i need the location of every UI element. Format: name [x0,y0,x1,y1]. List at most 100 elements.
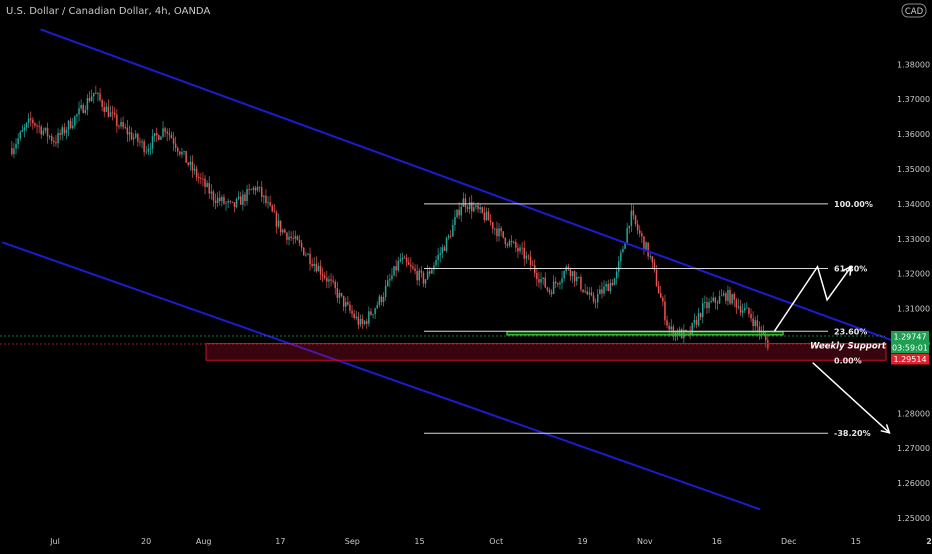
candle-body [69,120,72,129]
candle-body [529,256,532,266]
candle-body [662,297,664,302]
time-axis[interactable]: Jul20Aug17Sep15Oct19Nov16Dec15202118Feb [49,537,932,546]
candle-body [181,151,183,155]
candle-body [172,138,175,144]
candle-body [586,291,588,295]
candle-body [508,240,511,246]
candle-body [134,133,137,138]
candle-body [668,325,670,330]
candle-body [174,143,177,148]
candle-body [767,340,769,349]
candle-body [74,116,76,126]
arrows-layer [773,264,891,434]
price-tag [891,353,929,365]
candle-body [216,197,219,204]
candle-body [214,200,217,204]
candle-body [29,118,32,120]
weekly-support-label: Weekly Support [810,341,887,351]
candle-body [235,198,238,207]
candle-body [638,230,641,234]
currency-badge[interactable] [901,3,927,18]
candle-body [389,279,391,281]
candle-body [689,331,691,335]
candle-body [599,289,601,295]
fib-level-label: 100.00% [834,200,873,209]
candle-body [382,296,385,303]
fib-level-label: 0.00% [834,357,862,366]
candle-body [632,210,635,216]
candle-body [384,285,387,297]
candle-body [378,296,381,305]
candle-body [111,112,114,114]
candle-body [147,148,150,152]
x-tick-label: Oct [489,537,503,546]
candle-body [279,220,282,233]
candle-body [269,202,271,206]
candle-body [718,296,721,304]
candle-body [27,118,30,123]
candle-body [762,331,765,335]
price-tag [891,331,929,342]
channel-lines-layer [1,28,900,511]
price-axis[interactable]: 1.38000 1.37000 1.36000 1.35000 1.34000 1.330… [897,60,930,523]
candle-body [176,147,179,152]
candle-body [441,247,444,254]
price-tag-label: 03:59:01 [892,344,928,353]
candle-body [588,292,591,295]
candle-body [521,247,523,249]
x-tick-label: 16 [712,537,722,546]
candle-body [25,122,28,128]
x-tick-label: Nov [637,537,653,546]
candle-body [155,133,158,136]
candle-body [242,194,244,205]
candle-body [126,127,129,135]
candle-body [500,228,502,232]
candle-body [254,187,257,191]
price-tag-label: 1.29747 [893,333,926,342]
candle-body [365,321,368,324]
candle-body [571,271,574,277]
candle-body [122,122,124,128]
candle-body [50,136,53,141]
candle-body [622,248,624,253]
candle-body [273,211,276,213]
candle-body [380,296,383,303]
candle-body [359,318,362,325]
candle-body [678,329,681,336]
candle-body [317,265,320,272]
fib-level-label: -38.20% [834,429,871,438]
candle-body [195,168,198,178]
candle-body [716,302,719,304]
candle-body [643,236,645,250]
candle-body [502,231,504,238]
candle-body [11,148,13,155]
candle-body [748,307,750,315]
candle-body [277,220,280,227]
candle-body [405,257,408,263]
candle-body [743,308,746,311]
candle-body [321,274,324,276]
y-tick-label: 1.34000 [897,200,930,209]
candle-body [48,136,51,138]
x-tick-label: Jul [49,537,60,546]
candle-body [584,291,586,293]
candle-body [624,243,626,249]
candle-body [95,92,97,94]
candle-body [80,105,82,109]
candle-body [130,132,133,140]
candle-body [704,302,706,304]
candle-body [225,202,227,204]
y-tick-label: 1.27000 [897,444,930,453]
candle-body [40,126,42,135]
candle-body [399,259,402,262]
candle-body [53,140,55,143]
candle-body [296,236,299,241]
candle-body [90,96,93,101]
y-tick-label: 1.35000 [897,165,930,174]
candle-body [491,222,494,229]
candle-body [729,290,731,304]
candle-body [32,119,34,124]
candle-body [206,183,208,187]
